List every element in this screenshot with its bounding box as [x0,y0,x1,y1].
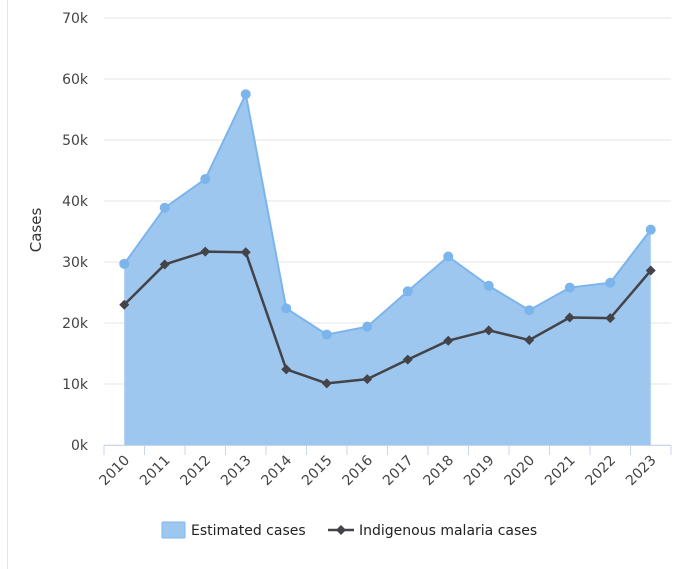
legend-label-estimated: Estimated cases [191,523,306,539]
indigenous-cases-point[interactable] [605,313,616,324]
x-tick-label: 2013 [218,453,255,490]
y-tick-label: 60k [62,72,89,88]
y-axis-title: Cases [27,208,45,253]
indigenous-cases-point[interactable] [483,325,494,336]
estimated-cases-area [124,94,651,445]
y-tick-label: 70k [62,11,89,27]
indigenous-cases-point[interactable] [362,374,373,385]
y-tick-label: 30k [62,255,89,271]
legend: Estimated cases Indigenous malaria cases [161,521,537,539]
y-tick-label: 10k [62,377,89,393]
x-tick-label: 2022 [583,453,620,490]
estimated-cases-point[interactable] [240,89,251,100]
indigenous-cases-point[interactable] [119,299,130,310]
y-tick-label: 40k [62,194,89,210]
estimated-cases-point[interactable] [402,286,413,297]
indigenous-cases-point[interactable] [524,335,535,346]
x-tick-label: 2010 [97,453,134,490]
legend-item-indigenous[interactable]: Indigenous malaria cases [328,523,537,539]
legend-label-indigenous: Indigenous malaria cases [359,523,537,539]
estimated-cases-point[interactable] [119,258,130,269]
indigenous-cases-point[interactable] [200,246,211,257]
y-tick-label: 0k [71,438,89,454]
estimated-cases-point[interactable] [321,329,332,340]
x-tick-label: 2015 [299,453,336,490]
indigenous-cases-line [123,250,652,385]
y-tick-label: 50k [62,133,89,149]
indigenous-cases-point[interactable] [281,364,292,375]
x-tick-label: 2011 [137,453,174,490]
indigenous-cases-point[interactable] [321,378,332,389]
estimated-cases-point[interactable] [564,282,575,293]
y-tick-label: 20k [62,316,89,332]
estimated-cases-point[interactable] [281,303,292,314]
indigenous-cases-point[interactable] [402,354,413,365]
x-tick-label: 2020 [502,453,539,490]
estimated-cases-point[interactable] [605,277,616,288]
x-tick-label: 2018 [421,453,458,490]
estimated-cases-point[interactable] [200,174,211,185]
indigenous-cases-point[interactable] [443,335,454,346]
estimated-cases-point[interactable] [524,305,535,316]
chart-frame-border [7,0,8,569]
estimated-cases-point[interactable] [645,224,656,235]
legend-marker-indigenous [336,525,346,535]
indigenous-cases-point[interactable] [645,265,656,276]
estimated-cases-line [123,91,652,336]
estimated-cases-point[interactable] [443,251,454,262]
indigenous-cases-point[interactable] [159,259,170,270]
x-tick-label: 2012 [178,453,215,490]
x-tick-label: 2019 [461,453,498,490]
x-tick-label: 2016 [340,452,377,489]
indigenous-cases-point[interactable] [240,247,251,258]
x-axis: 2010 2011 2012 2013 2014 2015 2016 2017 2018 2019… [97,445,672,490]
x-tick-label: 2021 [542,453,579,490]
estimated-cases-point[interactable] [159,202,170,213]
estimated-cases-point[interactable] [483,280,494,291]
x-tick-label: 2023 [623,453,660,490]
x-tick-label: 2017 [380,453,417,490]
x-tick-label: 2014 [259,452,296,489]
indigenous-cases-point[interactable] [564,312,575,323]
indigenous-cases-series[interactable] [119,246,656,389]
y-axis-ticks: 0k 10k 20k 30k 40k 50k 60k 70k [62,11,89,454]
estimated-cases-point[interactable] [362,321,373,332]
legend-item-estimated[interactable]: Estimated cases [161,521,306,539]
legend-swatch-estimated [161,521,186,539]
estimated-cases-series[interactable] [119,89,656,445]
